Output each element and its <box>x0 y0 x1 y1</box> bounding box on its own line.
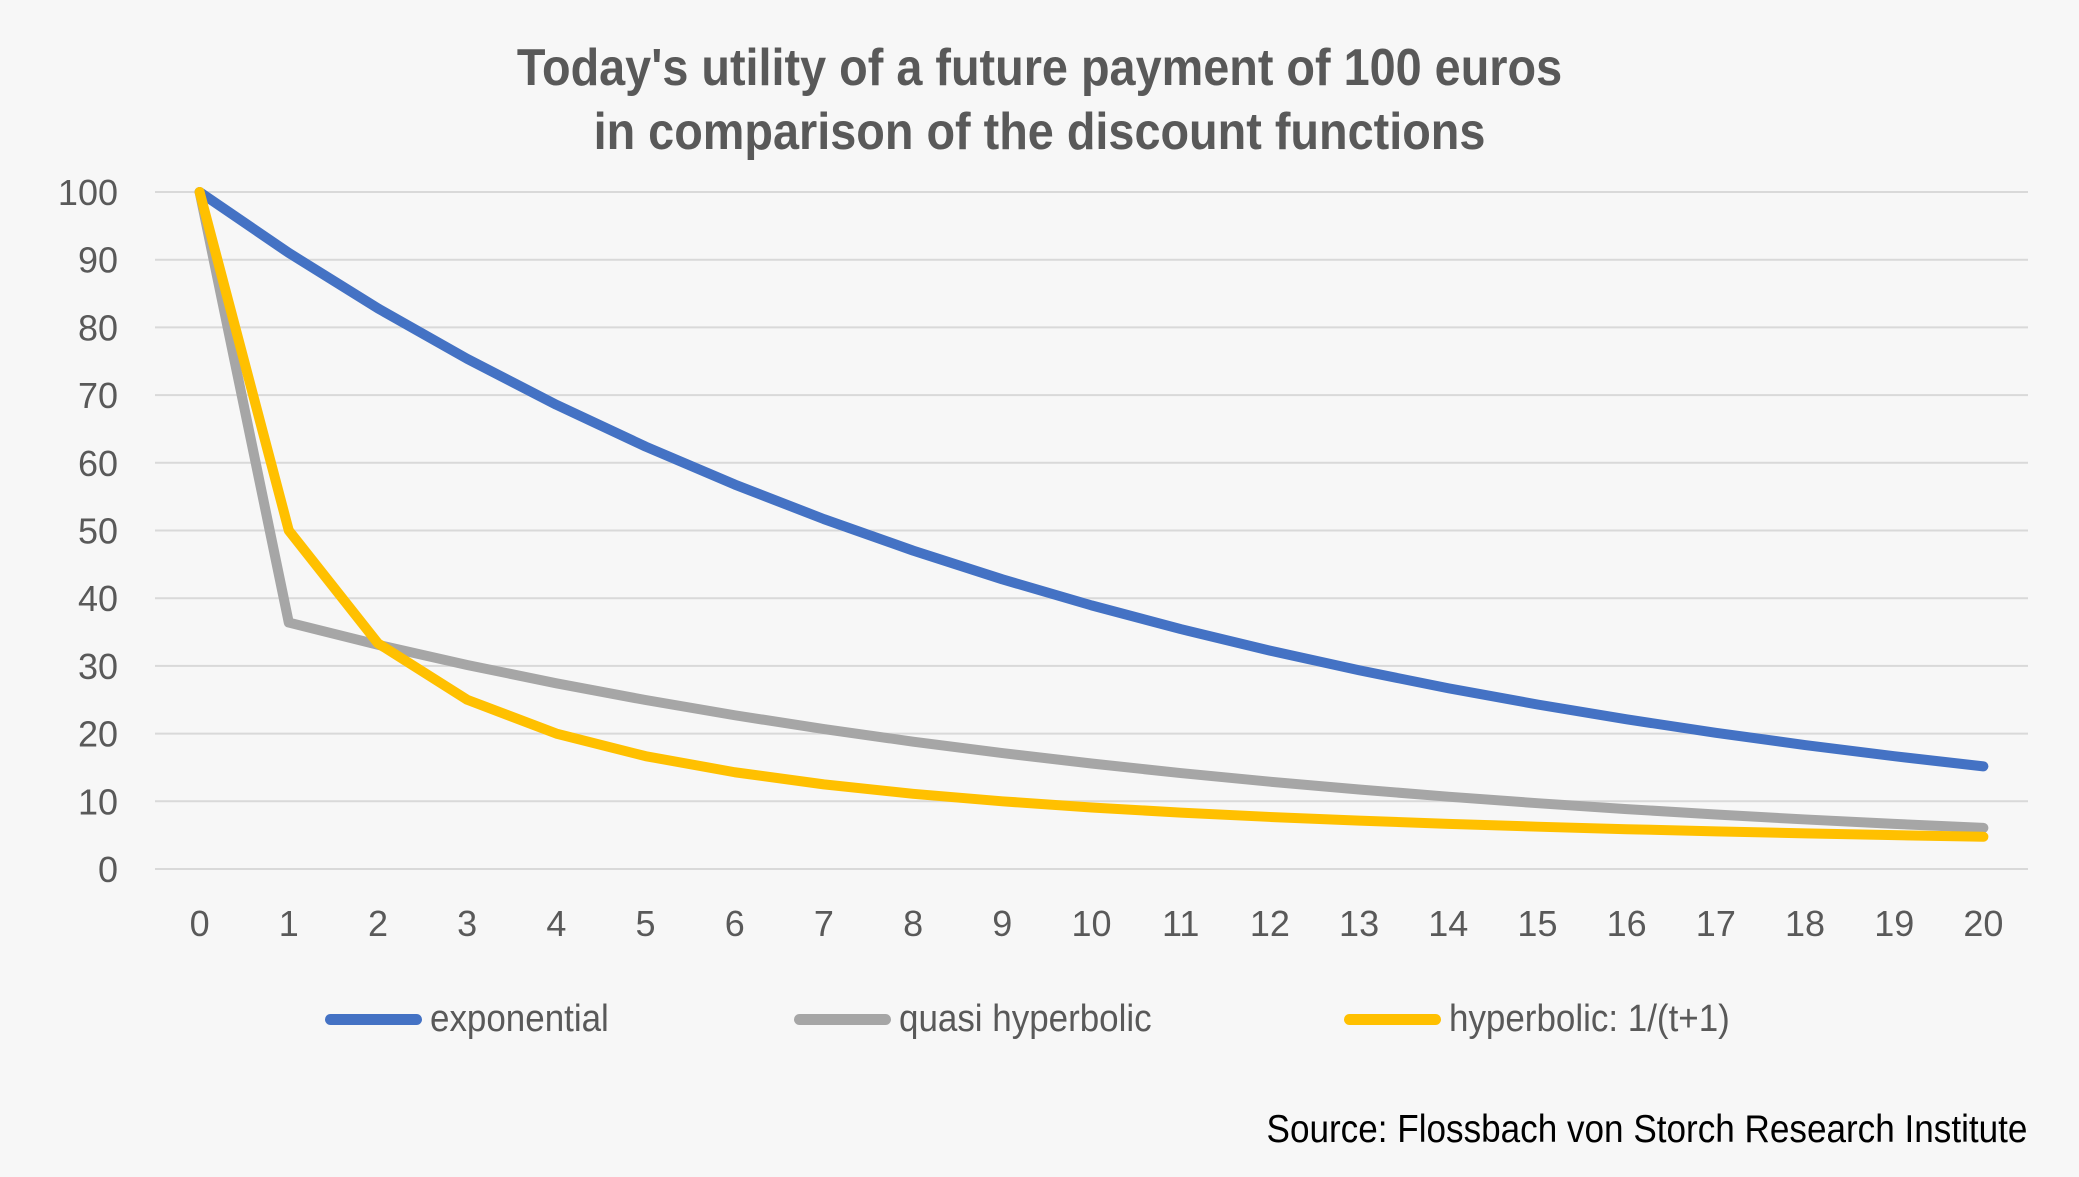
chart-title: Today's utility of a future payment of 1… <box>104 36 1975 164</box>
legend-item-hyperbolic-1-t-1-: hyperbolic: 1/(t+1) <box>1343 998 1754 1041</box>
y-axis-tick-label: 30 <box>78 646 118 687</box>
y-axis-tick-label: 100 <box>58 172 118 213</box>
x-axis-tick-label: 4 <box>546 903 566 944</box>
x-axis-tick-label: 16 <box>1607 903 1647 944</box>
x-axis-tick-label: 9 <box>992 903 1012 944</box>
series-line-hyperbolic-1-t-1- <box>194 187 1989 842</box>
x-axis-tick-label: 2 <box>368 903 388 944</box>
x-axis-tick-label: 11 <box>1162 903 1199 944</box>
x-axis-tick-label: 5 <box>636 903 656 944</box>
x-axis-tick-label: 1 <box>279 903 299 944</box>
source-caption: Source: Flossbach von Storch Research In… <box>1266 1108 2027 1151</box>
x-axis-tick-label: 13 <box>1339 903 1379 944</box>
y-axis-tick-label: 40 <box>78 578 118 619</box>
legend: exponential quasi hyperbolic hyperbolic: 1… <box>0 998 2079 1041</box>
y-axis-tick-label: 50 <box>78 511 118 552</box>
legend-item-quasi-hyperbolic: quasi hyperbolic <box>794 998 1174 1041</box>
x-axis-tick-label: 18 <box>1785 903 1825 944</box>
y-axis-tick-label: 10 <box>78 781 118 822</box>
x-axis-tick-label: 3 <box>457 903 477 944</box>
y-axis-tick-label: 60 <box>78 443 118 484</box>
y-axis-tick-label: 70 <box>78 375 118 416</box>
chart-title-line2: in comparison of the discount functions <box>593 103 1486 161</box>
x-axis-tick-label: 12 <box>1250 903 1290 944</box>
y-axis-tick-label: 90 <box>78 240 118 281</box>
x-axis-tick-label: 7 <box>814 903 834 944</box>
legend-item-exponential: exponential <box>324 998 624 1041</box>
legend-swatch-quasi-hyperbolic <box>794 1014 892 1025</box>
y-axis-tick-label: 0 <box>98 849 118 890</box>
series-line-exponential <box>194 187 1989 772</box>
legend-label-hyperbolic-1-t-1-: hyperbolic: 1/(t+1) <box>1448 998 1730 1040</box>
x-axis-tick-label: 10 <box>1071 903 1111 944</box>
x-axis-tick-label: 0 <box>190 903 210 944</box>
x-axis-tick-label: 19 <box>1874 903 1914 944</box>
legend-swatch-exponential <box>324 1014 422 1025</box>
x-axis-tick-label: 14 <box>1428 903 1468 944</box>
series-line-quasi-hyperbolic <box>194 187 1989 833</box>
y-axis-tick-label: 20 <box>78 714 118 755</box>
legend-swatch-hyperbolic-1-t-1- <box>1343 1014 1441 1025</box>
x-axis-tick-label: 20 <box>1963 903 2003 944</box>
legend-label-quasi-hyperbolic: quasi hyperbolic <box>899 998 1152 1040</box>
x-axis-tick-label: 15 <box>1517 903 1557 944</box>
x-axis-tick-label: 17 <box>1696 903 1736 944</box>
chart-title-line1: Today's utility of a future payment of 1… <box>516 39 1563 97</box>
x-axis-tick-label: 8 <box>903 903 923 944</box>
y-axis-tick-label: 80 <box>78 307 118 348</box>
legend-label-exponential: exponential <box>429 998 609 1040</box>
x-axis-tick-label: 6 <box>725 903 745 944</box>
